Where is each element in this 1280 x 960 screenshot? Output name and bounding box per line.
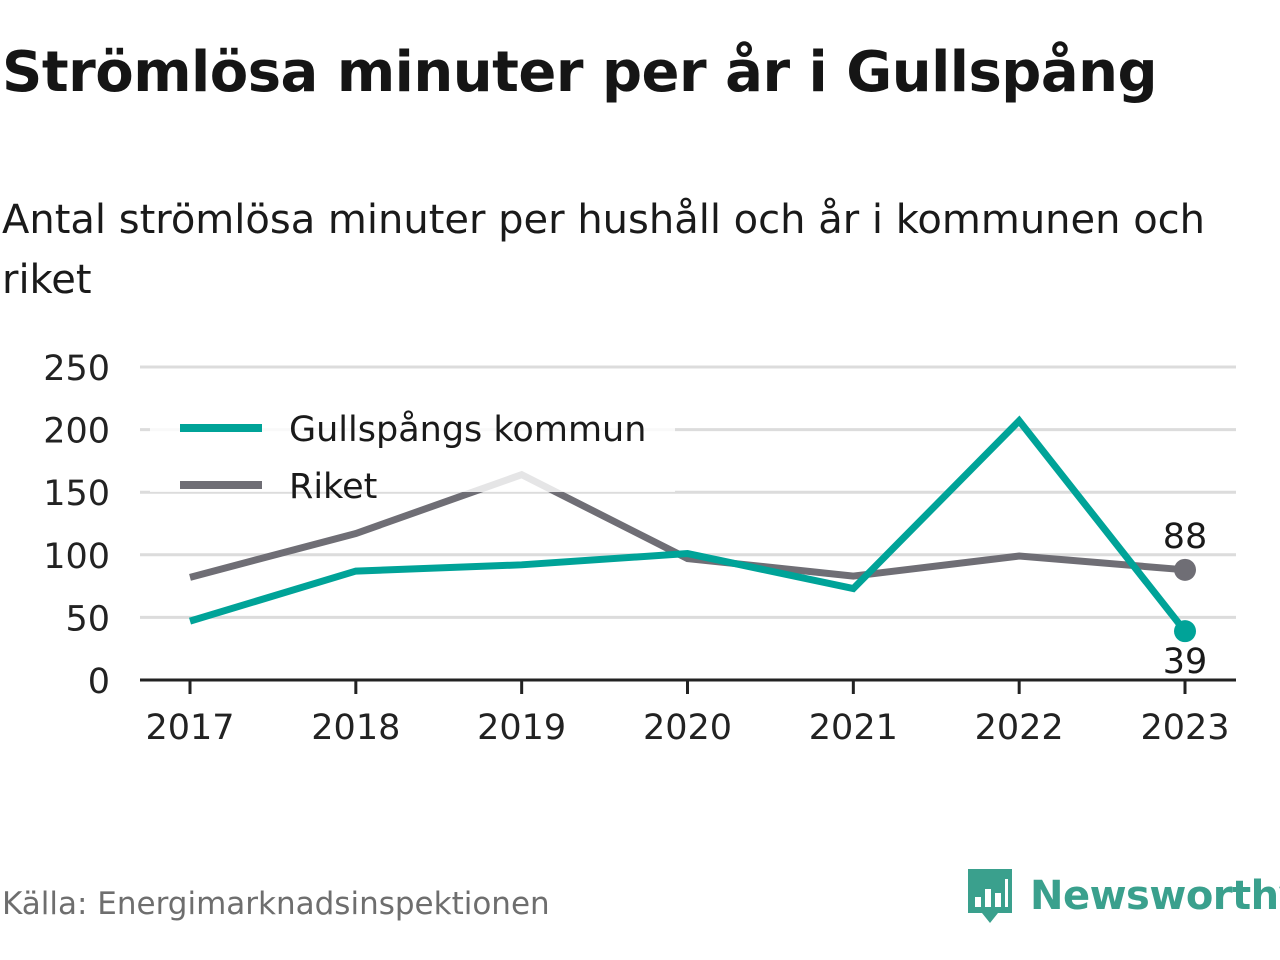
y-tick-label: 200 bbox=[43, 412, 110, 452]
end-value-label: 88 bbox=[1163, 517, 1208, 557]
source-note: Källa: Energimarknadsinspektionen bbox=[2, 886, 550, 922]
newsworthy-logo-icon bbox=[968, 869, 1012, 923]
y-tick-label: 100 bbox=[43, 537, 110, 577]
legend-label: Gullspångs kommun bbox=[289, 409, 646, 450]
brand-name: Newsworthy bbox=[1030, 873, 1280, 919]
end-labels: 39 88 bbox=[1159, 513, 1212, 686]
x-tick-label: 2022 bbox=[975, 708, 1064, 748]
y-tick-label: 0 bbox=[88, 662, 110, 702]
gridlines bbox=[140, 365, 1236, 619]
legend-label: Riket bbox=[289, 467, 377, 507]
y-tick-label: 150 bbox=[43, 474, 110, 514]
x-tick-label: 2018 bbox=[311, 708, 400, 748]
end-marker bbox=[1174, 620, 1196, 643]
y-tick-label: 250 bbox=[43, 349, 110, 389]
legend-background bbox=[150, 400, 675, 492]
y-tick-label: 50 bbox=[65, 599, 110, 639]
end-marker bbox=[1174, 558, 1196, 581]
chart-title: Strömlösa minuter per år i Gullspång bbox=[2, 40, 1158, 105]
end-value-label: 39 bbox=[1163, 642, 1208, 682]
x-tick-label: 2023 bbox=[1140, 708, 1229, 748]
axes: 0 50 100 150 200 250 2017 2018 2019 2020 2021 2022 2… bbox=[43, 349, 1236, 748]
x-tick-label: 2019 bbox=[477, 708, 566, 748]
chart-subtitle: Antal strömlösa minuter per hushåll och … bbox=[2, 197, 1206, 303]
x-tick-label: 2017 bbox=[145, 708, 234, 748]
x-tick-label: 2021 bbox=[809, 708, 898, 748]
brand-logo[interactable]: Newsworthy bbox=[964, 864, 1280, 928]
legend: Gullspångs kommun Riket bbox=[150, 400, 675, 507]
x-tick-label: 2020 bbox=[643, 708, 732, 748]
